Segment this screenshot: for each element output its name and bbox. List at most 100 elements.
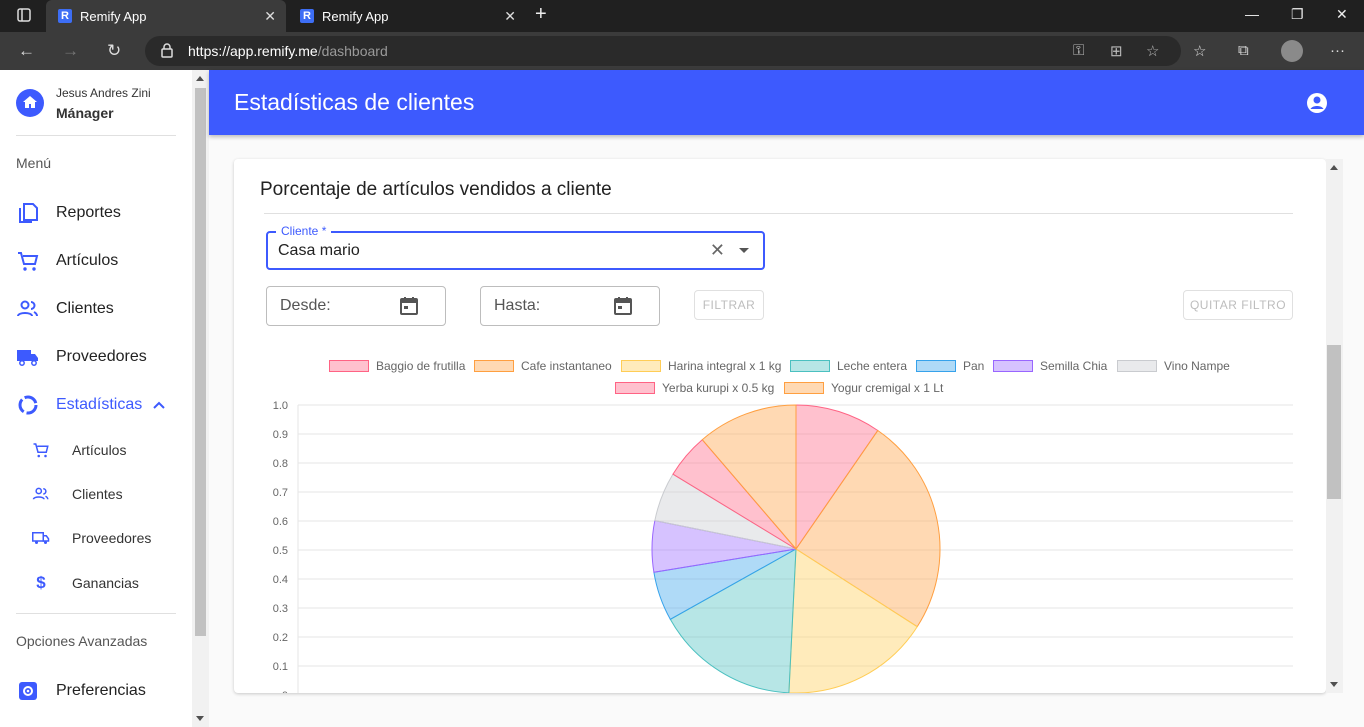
sidebar-item-proveedores[interactable]: Proveedores [16, 345, 147, 369]
clear-icon[interactable]: ✕ [709, 240, 725, 260]
address-bar[interactable]: https://app.remify.me/dashboard [145, 36, 1181, 66]
desde-date-field[interactable]: Desde: [266, 286, 446, 326]
legend-label: Yerba kurupi x 0.5 kg [662, 381, 775, 395]
more-icon[interactable]: ··· [1330, 42, 1345, 59]
legend-item[interactable]: Semilla Chia [993, 359, 1107, 373]
legend-label: Leche entera [837, 359, 908, 373]
clear-filter-button[interactable]: QUITAR FILTRO [1183, 290, 1293, 320]
sidebar-item-label: Estadísticas [56, 396, 143, 413]
pie-slice-3[interactable] [788, 548, 918, 693]
key-icon[interactable]: ⚿ [1073, 42, 1085, 59]
legend-label: Semilla Chia [1040, 359, 1108, 373]
dropdown-arrow-icon[interactable] [739, 248, 749, 253]
page-title: Estadísticas de clientes [234, 89, 475, 115]
legend-swatch [790, 360, 830, 372]
cart-icon [33, 443, 49, 458]
maximize-icon[interactable]: ❐ [1291, 6, 1304, 22]
calendar-icon[interactable] [613, 296, 633, 316]
legend-swatch [615, 382, 655, 394]
legend-item[interactable]: Pan [916, 359, 984, 373]
client-select[interactable]: Cliente * Casa mario ✕ [266, 224, 765, 270]
sidebar-subitem-clientes[interactable]: Clientes [32, 485, 123, 503]
legend-swatch [621, 360, 661, 372]
back-icon[interactable]: ← [18, 41, 35, 60]
card-title: Porcentaje de artículos vendidos a clien… [260, 179, 612, 200]
forward-icon[interactable]: → [62, 41, 79, 60]
legend-item[interactable]: Cafe instantaneo [474, 359, 612, 373]
sidebar-subitem-articulos[interactable]: Artículos [32, 441, 126, 459]
legend-swatch [916, 360, 956, 372]
legend-label: Baggio de frutilla [376, 359, 466, 373]
browser-tab-active[interactable]: R Remify App ✕ [46, 0, 286, 32]
pie-slice-1[interactable] [795, 404, 879, 551]
y-tick-label: 0.6 [273, 516, 288, 528]
sidebar-item-preferencias[interactable]: Preferencias [16, 679, 146, 703]
minimize-icon[interactable]: — [1245, 6, 1259, 22]
scroll-down-icon[interactable] [1330, 682, 1338, 687]
sidebar-subitem-ganancias[interactable]: $ Ganancias [32, 573, 139, 593]
scroll-up-icon[interactable] [1330, 165, 1338, 170]
user-avatar-icon [16, 89, 44, 117]
y-tick-label: 0.8 [273, 458, 288, 470]
y-tick-label: 0.2 [273, 632, 288, 644]
sidebar-scrollbar[interactable] [192, 70, 209, 727]
legend-item[interactable]: Yogur cremigal x 1 Lt [784, 381, 943, 395]
refresh-icon[interactable]: ↻ [107, 41, 122, 60]
content-scrollbar[interactable] [1326, 159, 1343, 693]
sidebar-item-label: Preferencias [56, 682, 146, 699]
sidebar-item-articulos[interactable]: Artículos [16, 249, 118, 273]
divider [16, 135, 176, 136]
sidebar-subitem-label: Ganancias [72, 575, 139, 591]
filter-button[interactable]: FILTRAR [694, 290, 764, 320]
apps-icon[interactable]: ⊞ [1110, 43, 1123, 60]
sidebar-item-estadisticas[interactable]: Estadísticas [16, 393, 166, 417]
scrollbar-thumb[interactable] [1327, 345, 1341, 499]
pie-slice-2[interactable] [795, 429, 941, 628]
sidebar-item-reportes[interactable]: Reportes [16, 201, 121, 225]
legend-item[interactable]: Baggio de frutilla [329, 359, 465, 373]
legend-item[interactable]: Harina integral x 1 kg [621, 359, 781, 373]
favorites-icon[interactable]: ☆ [1193, 43, 1207, 60]
client-select-value[interactable]: Casa mario [278, 242, 360, 259]
scrollbar-thumb[interactable] [195, 88, 206, 636]
new-tab-icon[interactable]: + [535, 3, 547, 25]
truck-icon [17, 350, 38, 366]
menu-section-label: Menú [16, 155, 52, 171]
scroll-down-icon[interactable] [196, 716, 204, 721]
hasta-date-field[interactable]: Hasta: [480, 286, 660, 326]
chevron-up-icon[interactable] [152, 398, 166, 412]
cart-icon [18, 252, 39, 271]
sidebar-item-label: Clientes [56, 300, 114, 317]
sidebar-item-label: Artículos [56, 252, 119, 269]
legend-label: Yogur cremigal x 1 Lt [831, 381, 944, 395]
calendar-icon[interactable] [399, 296, 419, 316]
client-select-label: Cliente * [276, 224, 332, 238]
app-header: Estadísticas de clientes [209, 70, 1364, 135]
legend-item[interactable]: Leche entera [790, 359, 907, 373]
pie-slice-9[interactable] [701, 404, 797, 551]
legend-label: Cafe instantaneo [521, 359, 612, 373]
sidebar-subitem-proveedores[interactable]: Proveedores [32, 529, 151, 547]
profile-avatar-icon[interactable] [1281, 40, 1303, 62]
scroll-up-icon[interactable] [196, 76, 204, 81]
close-tab-icon[interactable]: ✕ [504, 7, 516, 24]
pie-slice-4[interactable] [669, 548, 797, 693]
legend-item[interactable]: Vino Nampe [1117, 359, 1230, 373]
legend-label: Pan [963, 359, 985, 373]
sidebar-subitem-label: Clientes [72, 486, 123, 502]
browser-tab[interactable]: R Remify App ✕ [288, 0, 526, 32]
tab-title: Remify App [322, 8, 389, 24]
close-window-icon[interactable]: ✕ [1336, 6, 1348, 22]
close-tab-icon[interactable]: ✕ [264, 7, 276, 24]
donut-chart-icon [18, 395, 38, 415]
divider [16, 613, 176, 614]
legend-label: Vino Nampe [1164, 359, 1230, 373]
account-icon[interactable] [1306, 92, 1328, 114]
people-icon [17, 300, 38, 317]
sidebar-item-clientes[interactable]: Clientes [16, 297, 114, 321]
user-name: Jesus Andres Zini [56, 86, 151, 100]
legend-item[interactable]: Yerba kurupi x 0.5 kg [615, 381, 774, 395]
tab-actions-icon[interactable] [17, 8, 31, 22]
add-favorite-icon[interactable]: ☆ [1146, 43, 1160, 60]
collections-icon[interactable]: ⧉ [1238, 42, 1249, 59]
